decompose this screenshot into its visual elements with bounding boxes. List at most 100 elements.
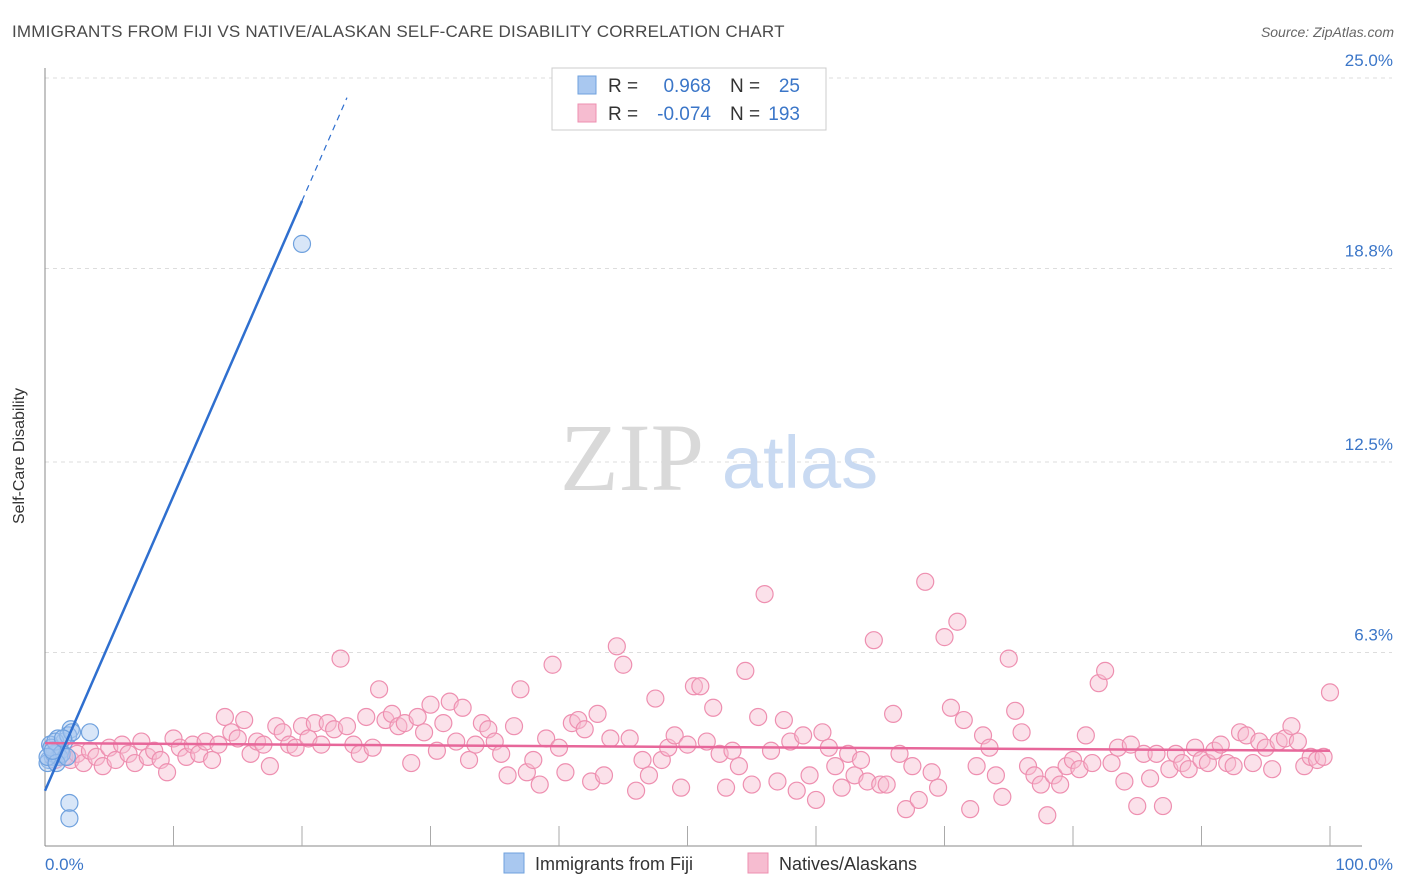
native-point bbox=[948, 612, 967, 631]
stats-n-value-fiji: 25 bbox=[779, 76, 800, 97]
watermark-zip: ZIP bbox=[560, 404, 704, 511]
y-tick-label: 18.8% bbox=[1345, 241, 1393, 260]
stats-swatch-native bbox=[577, 103, 597, 123]
native-point bbox=[447, 732, 466, 751]
stats-r-label-native: R = bbox=[608, 104, 638, 125]
native-point bbox=[363, 738, 382, 757]
native-point bbox=[633, 750, 652, 770]
native-point bbox=[774, 710, 793, 730]
native-point bbox=[1102, 753, 1121, 773]
native-point bbox=[896, 800, 916, 819]
native-point bbox=[1025, 766, 1044, 785]
native-point bbox=[421, 695, 440, 714]
watermark-atlas: atlas bbox=[722, 421, 878, 504]
native-point bbox=[1051, 775, 1070, 794]
native-point bbox=[877, 775, 896, 794]
native-point bbox=[1044, 766, 1063, 785]
legend-label-fiji: Immigrants from Fiji bbox=[535, 854, 693, 874]
native-point bbox=[453, 698, 472, 717]
native-point bbox=[954, 710, 973, 730]
fiji-point bbox=[292, 234, 312, 253]
legend-label-native: Natives/Alaskans bbox=[779, 854, 917, 874]
native-point bbox=[614, 655, 633, 674]
y-tick-label: 12.5% bbox=[1345, 435, 1393, 454]
stats-box: R = 0.968 N = 25 R = -0.074 N = 193 bbox=[551, 67, 827, 131]
native-point bbox=[671, 778, 691, 797]
chart-title: IMMIGRANTS FROM FIJI VS NATIVE/ALASKAN S… bbox=[12, 22, 785, 41]
native-point bbox=[909, 790, 928, 810]
native-point bbox=[684, 677, 704, 696]
native-point bbox=[794, 726, 813, 745]
stats-n-value-native: 193 bbox=[768, 104, 800, 125]
native-point bbox=[941, 698, 961, 717]
native-point bbox=[530, 775, 549, 794]
native-point bbox=[1128, 796, 1147, 816]
native-point bbox=[832, 778, 851, 797]
native-point bbox=[1179, 760, 1198, 779]
native-point bbox=[665, 726, 684, 745]
source-label: Source: ZipAtlas.com bbox=[1260, 24, 1394, 40]
native-point bbox=[813, 723, 832, 742]
native-point bbox=[890, 744, 909, 763]
native-point bbox=[370, 680, 389, 699]
native-point bbox=[228, 729, 247, 748]
native-point bbox=[1083, 753, 1102, 773]
native-point bbox=[723, 741, 742, 760]
native-point bbox=[337, 717, 357, 736]
fiji-point bbox=[60, 793, 79, 813]
native-point bbox=[331, 649, 350, 668]
native-point bbox=[806, 790, 826, 810]
native-point bbox=[903, 757, 922, 776]
native-point bbox=[639, 766, 659, 785]
grid-lines bbox=[45, 77, 1392, 653]
native-point bbox=[864, 631, 883, 650]
native-point bbox=[1012, 723, 1031, 742]
native-point bbox=[787, 781, 806, 800]
native-point bbox=[755, 584, 774, 604]
native-point bbox=[402, 753, 421, 773]
native-point bbox=[851, 750, 871, 770]
native-point bbox=[305, 714, 324, 733]
native-point bbox=[742, 775, 761, 794]
native-point bbox=[1243, 753, 1263, 773]
native-point bbox=[524, 750, 543, 770]
native-point bbox=[928, 778, 948, 797]
native-point bbox=[986, 766, 1006, 785]
stats-swatch-fiji bbox=[577, 75, 597, 95]
native-point bbox=[1018, 757, 1038, 776]
native-point bbox=[504, 717, 524, 736]
legend-swatch-native bbox=[747, 852, 769, 874]
native-point bbox=[871, 775, 890, 794]
native-point bbox=[1038, 806, 1057, 825]
native-point bbox=[1096, 661, 1115, 680]
native-point bbox=[119, 744, 138, 763]
x-axis-ticks bbox=[173, 826, 1331, 846]
native-point bbox=[935, 628, 954, 647]
native-point bbox=[215, 707, 234, 727]
fiji-point bbox=[60, 809, 79, 828]
native-point bbox=[1031, 775, 1050, 794]
stats-box-frame bbox=[551, 67, 827, 131]
native-point bbox=[678, 735, 697, 754]
native-point bbox=[993, 787, 1012, 806]
native-point bbox=[87, 747, 106, 767]
native-point bbox=[408, 707, 427, 727]
trend-lines bbox=[43, 97, 1331, 792]
native-point bbox=[922, 763, 941, 782]
native-point bbox=[736, 661, 755, 680]
stats-r-value-fiji: 0.968 bbox=[663, 76, 711, 97]
y-axis-label: Self-Care Disability bbox=[11, 388, 28, 524]
native-point bbox=[145, 741, 164, 760]
native-point bbox=[716, 778, 736, 797]
native-point bbox=[1076, 726, 1095, 745]
native-point bbox=[549, 738, 569, 757]
native-point bbox=[556, 763, 575, 782]
fiji-trend-extension bbox=[301, 97, 348, 202]
y-tick-label: 25.0% bbox=[1345, 51, 1393, 70]
native-point bbox=[999, 649, 1018, 668]
native-point bbox=[1314, 747, 1333, 767]
native-point bbox=[1153, 796, 1173, 816]
y-axis-tick-labels: 6.3% 12.5% 18.8% 25.0% bbox=[1345, 51, 1393, 644]
native-point bbox=[260, 757, 279, 776]
native-trend-line bbox=[44, 741, 1331, 753]
